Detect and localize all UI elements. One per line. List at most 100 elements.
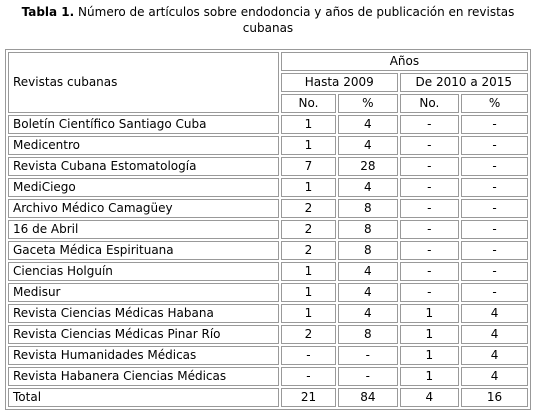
column-header: % — [461, 94, 528, 113]
table: Revistas cubanas Años Hasta 2009 De 2010… — [5, 49, 531, 410]
table-row: Gaceta Médica Espirituana 2 8- - — [8, 241, 528, 260]
header-row: Hasta 2009 De 2010 a 2015 — [8, 73, 528, 92]
cell-value: - — [399, 220, 460, 239]
column-header: No. — [280, 94, 337, 113]
page: Tabla 1. Número de artículos sobre endod… — [0, 4, 536, 418]
cell-value: 2 — [280, 220, 337, 239]
cell-value: 1 — [399, 367, 460, 386]
table-row: Medisur 1 4- - — [8, 283, 528, 302]
cell-value: 2 — [280, 241, 337, 260]
cell-value: 4 — [338, 115, 398, 134]
cell-value: - — [399, 262, 460, 281]
cell-value: 4 — [338, 283, 398, 302]
cell-value: - — [280, 367, 337, 386]
period-header: Hasta 2009 — [280, 73, 398, 92]
table-row: Revista Cubana Estomatología 7 28- - — [8, 157, 528, 176]
journal-name: Revista Cubana Estomatología — [8, 157, 279, 176]
cell-value: - — [399, 178, 460, 197]
cell-value: 1 — [399, 325, 460, 344]
cell-value: 2 — [280, 199, 337, 218]
cell-value: - — [461, 241, 528, 260]
cell-value: 4 — [461, 367, 528, 386]
journal-name: Revista Humanidades Médicas — [8, 346, 279, 365]
cell-value: - — [461, 199, 528, 218]
cell-value: - — [461, 178, 528, 197]
journal-name: Revista Ciencias Médicas Habana — [8, 304, 279, 323]
cell-value: 1 — [280, 115, 337, 134]
cell-value: 28 — [338, 157, 398, 176]
cell-value: - — [461, 283, 528, 302]
table-row: Ciencias Holguín 1 4- - — [8, 262, 528, 281]
header-row: No. % No. % — [8, 94, 528, 113]
cell-value: - — [461, 262, 528, 281]
header-row: Revistas cubanas Años — [8, 52, 528, 113]
group-header: Años — [280, 52, 528, 71]
cell-value: - — [399, 241, 460, 260]
cell-value: 4 — [461, 325, 528, 344]
cell-value: 84 — [338, 388, 398, 407]
table-row: Revista Habanera Ciencias Médicas - -1 4 — [8, 367, 528, 386]
cell-value: 2 — [280, 325, 337, 344]
journal-name: Archivo Médico Camagüey — [8, 199, 279, 218]
journal-name: Total — [8, 388, 279, 407]
cell-value: 1 — [280, 178, 337, 197]
cell-value: 1 — [399, 304, 460, 323]
cell-value: 4 — [461, 304, 528, 323]
caption: Tabla 1. Número de artículos sobre endod… — [18, 4, 518, 44]
cell-value: 4 — [338, 136, 398, 155]
cell-value: 4 — [338, 178, 398, 197]
caption-text: Número de artículos sobre endodoncia y a… — [78, 5, 515, 35]
cell-value: 1 — [280, 304, 337, 323]
cell-value: 1 — [399, 346, 460, 365]
journal-name: 16 de Abril — [8, 220, 279, 239]
cell-value: - — [461, 220, 528, 239]
journal-name: MediCiego — [8, 178, 279, 197]
table-row: MediCiego 1 4- - — [8, 178, 528, 197]
table-row: Boletín Científico Santiago Cuba 1 4- - — [8, 115, 528, 134]
cell-value: - — [399, 199, 460, 218]
row-label-header: Revistas cubanas — [8, 52, 279, 113]
cell-value: 8 — [338, 241, 398, 260]
cell-value: 8 — [338, 325, 398, 344]
cell-value: - — [338, 367, 398, 386]
cell-value: - — [399, 136, 460, 155]
cell-value: - — [399, 157, 460, 176]
cell-value: - — [461, 115, 528, 134]
cell-value: 21 — [280, 388, 337, 407]
cell-value: 4 — [338, 262, 398, 281]
table-row: Revista Humanidades Médicas - -1 4 — [8, 346, 528, 365]
journal-name: Medicentro — [8, 136, 279, 155]
journal-name: Boletín Científico Santiago Cuba — [8, 115, 279, 134]
cell-value: 16 — [461, 388, 528, 407]
cell-value: 8 — [338, 220, 398, 239]
cell-value: 4 — [338, 304, 398, 323]
journal-name: Gaceta Médica Espirituana — [8, 241, 279, 260]
table-body: Revistas cubanas Años Hasta 2009 De 2010… — [8, 52, 528, 407]
journal-name: Medisur — [8, 283, 279, 302]
caption-label: Tabla 1. — [21, 5, 75, 19]
column-header: No. — [399, 94, 460, 113]
cell-value: - — [338, 346, 398, 365]
period-header: De 2010 a 2015 — [399, 73, 528, 92]
journal-name: Revista Ciencias Médicas Pinar Río — [8, 325, 279, 344]
journal-name: Ciencias Holguín — [8, 262, 279, 281]
cell-value: 7 — [280, 157, 337, 176]
table-row: 16 de Abril 2 8- - — [8, 220, 528, 239]
cell-value: 1 — [280, 136, 337, 155]
cell-value: - — [280, 346, 337, 365]
cell-value: - — [461, 136, 528, 155]
table-row: Archivo Médico Camagüey 2 8- - — [8, 199, 528, 218]
table-row: Revista Ciencias Médicas Habana 1 4 1 4 — [8, 304, 528, 323]
cell-value: 4 — [461, 346, 528, 365]
cell-value: 1 — [280, 283, 337, 302]
table-row: Medicentro 1 4- - — [8, 136, 528, 155]
cell-value: - — [399, 115, 460, 134]
journal-name: Revista Habanera Ciencias Médicas — [8, 367, 279, 386]
table-row: Total 21 84 4 16 — [8, 388, 528, 407]
table-row: Revista Ciencias Médicas Pinar Río 2 8 1 4 — [8, 325, 528, 344]
cell-value: - — [399, 283, 460, 302]
cell-value: 8 — [338, 199, 398, 218]
cell-value: - — [461, 157, 528, 176]
cell-value: 1 — [280, 262, 337, 281]
cell-value: 4 — [399, 388, 460, 407]
